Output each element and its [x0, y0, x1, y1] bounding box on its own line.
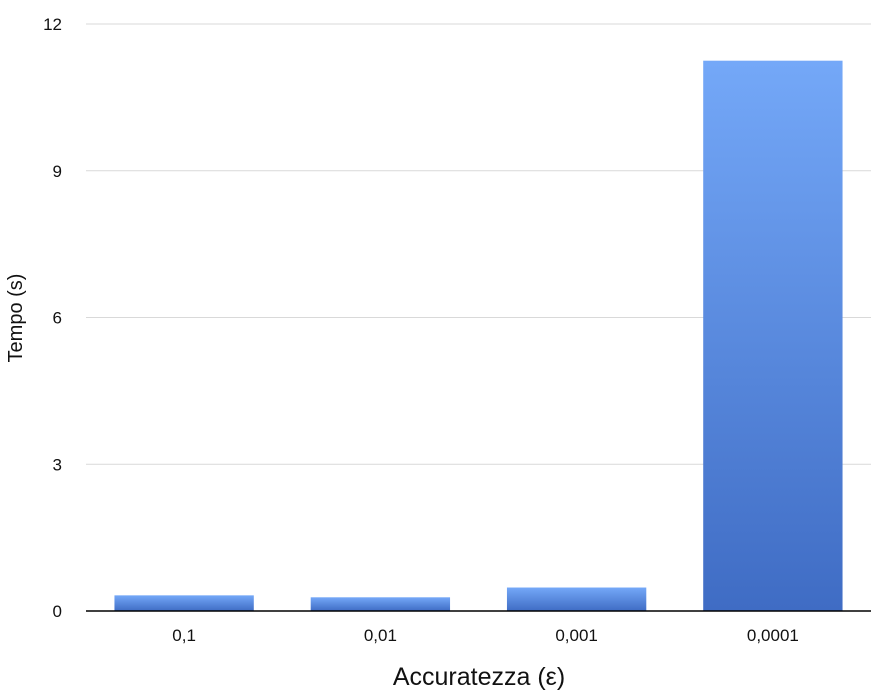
- y-axis-title: Tempo (s): [5, 274, 27, 363]
- x-tick-label: 0,001: [555, 626, 598, 645]
- x-tick-label: 0,01: [364, 626, 397, 645]
- x-tick-label: 0,1: [172, 626, 196, 645]
- bar: [114, 595, 254, 611]
- y-tick-label: 0: [53, 602, 62, 621]
- bar: [310, 597, 451, 611]
- bar: [703, 60, 843, 611]
- bar: [506, 587, 647, 611]
- y-tick-label: 9: [53, 162, 62, 181]
- x-axis-title: Accuratezza (ε): [393, 663, 565, 691]
- x-tick-label: 0,0001: [747, 626, 799, 645]
- tick-labels: 0 3 6 9 12 0,1 0,01 0,001 0,0001: [43, 15, 799, 645]
- bars: [114, 60, 843, 611]
- y-tick-label: 12: [43, 15, 62, 34]
- y-tick-label: 3: [53, 455, 62, 474]
- y-tick-label: 6: [53, 309, 62, 328]
